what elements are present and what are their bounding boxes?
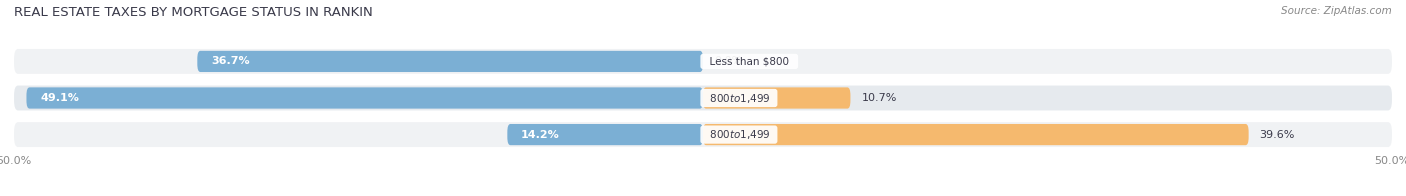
Text: $800 to $1,499: $800 to $1,499 [703, 92, 775, 104]
Text: 10.7%: 10.7% [862, 93, 897, 103]
Text: 14.2%: 14.2% [522, 130, 560, 140]
Text: Less than $800: Less than $800 [703, 56, 796, 66]
Text: 39.6%: 39.6% [1260, 130, 1295, 140]
FancyBboxPatch shape [508, 124, 703, 145]
FancyBboxPatch shape [14, 86, 1392, 110]
FancyBboxPatch shape [703, 124, 1249, 145]
Text: REAL ESTATE TAXES BY MORTGAGE STATUS IN RANKIN: REAL ESTATE TAXES BY MORTGAGE STATUS IN … [14, 6, 373, 19]
FancyBboxPatch shape [14, 49, 1392, 74]
Text: $800 to $1,499: $800 to $1,499 [703, 128, 775, 141]
FancyBboxPatch shape [197, 51, 703, 72]
Text: 0.0%: 0.0% [714, 56, 742, 66]
Text: 36.7%: 36.7% [211, 56, 250, 66]
FancyBboxPatch shape [14, 122, 1392, 147]
Text: Source: ZipAtlas.com: Source: ZipAtlas.com [1281, 6, 1392, 16]
FancyBboxPatch shape [703, 87, 851, 109]
Text: 49.1%: 49.1% [41, 93, 79, 103]
FancyBboxPatch shape [27, 87, 703, 109]
